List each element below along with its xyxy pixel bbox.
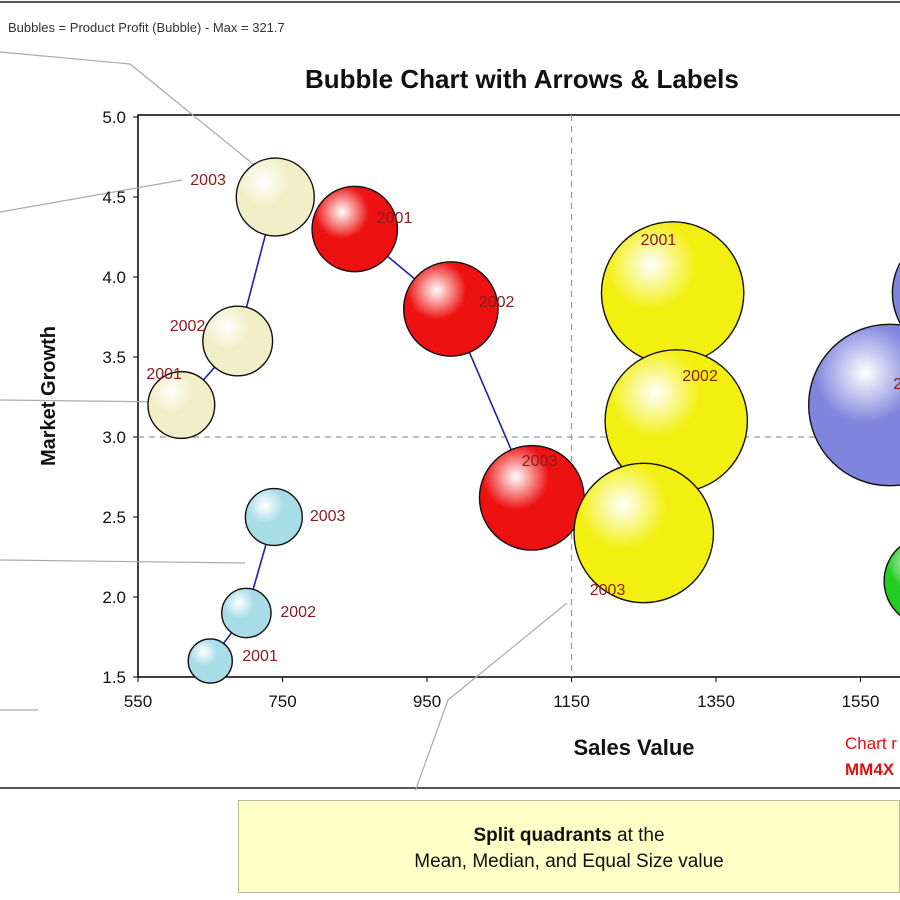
bubble-year-label: 2002 [682, 368, 718, 385]
bubble [187, 638, 233, 684]
bubble [891, 261, 900, 325]
y-tick-label: 3.5 [102, 348, 126, 367]
bubble-year-label: 2002 [479, 294, 515, 311]
chart-title: Bubble Chart with Arrows & Labels [305, 64, 739, 94]
bubble [244, 487, 303, 547]
bubble [311, 185, 399, 273]
bubble-year-label: 2001 [377, 210, 413, 227]
bubble [147, 370, 216, 440]
bubble-year-label: 2002 [280, 604, 316, 621]
x-tick-label: 1150 [553, 692, 590, 711]
x-tick-label: 1350 [697, 692, 735, 711]
x-tick-label: 1550 [842, 692, 880, 711]
callout-line-1: Split quadrants at the [239, 825, 899, 847]
y-tick-label: 3.0 [102, 428, 126, 447]
x-tick-label: 950 [413, 692, 441, 711]
bubble-year-label: 2002 [170, 318, 206, 335]
leader-line-callout [414, 602, 568, 790]
bubble [808, 323, 900, 487]
x-axis-label: Sales Value [573, 735, 694, 760]
bubble-year-label: 2001 [146, 366, 182, 383]
leader-line-header [0, 51, 259, 169]
quadrant-callout-box: Split quadrants at the Mean, Median, and… [238, 800, 900, 893]
callout-line-2: Mean, Median, and Equal Size value [414, 851, 724, 872]
bubble-year-label: 2003 [522, 453, 558, 470]
leader-line-2001-cream [0, 399, 169, 403]
bubble [402, 261, 499, 357]
y-axis-label: Market Growth [38, 326, 60, 466]
callout-rest-text: at the [611, 825, 665, 846]
y-tick-label: 4.5 [102, 188, 126, 207]
bubble-chart: 1.5 2.0 2.5 3.0 3.5 4.0 4.5 5.0 550 750 950 1150 135… [0, 1, 900, 790]
leader-line-light-blue [0, 559, 246, 564]
credit-line-2: MM4X [845, 760, 895, 779]
bubble-year-label: 2003 [310, 508, 346, 525]
bubble-year-label: 2001 [641, 232, 677, 249]
bubble-year-label: 2003 [190, 172, 226, 189]
bubble [235, 157, 315, 237]
leader-lines [0, 51, 568, 790]
bubble-year-label: 2001 [242, 648, 278, 665]
bubble [883, 545, 900, 617]
bubble-year-label: 2002 [893, 376, 900, 393]
bubble [573, 462, 715, 604]
callout-bold-text: Split quadrants [473, 825, 612, 846]
bubble [202, 305, 274, 377]
header-note: Bubbles = Product Profit (Bubble) - Max … [8, 20, 285, 35]
chart-outer-border [0, 1, 900, 789]
y-tick-label: 1.5 [102, 668, 126, 687]
x-tick-label: 750 [268, 692, 296, 711]
credit-line-1: Chart r [845, 734, 897, 753]
y-tick-label: 2.5 [102, 508, 126, 527]
y-tick-label: 2.0 [102, 588, 126, 607]
bubble-year-label: 2003 [590, 582, 626, 599]
bubble [221, 587, 272, 639]
y-tick-label: 4.0 [102, 268, 126, 287]
leader-line-2003-cream [0, 179, 183, 213]
x-tick-label: 550 [124, 692, 152, 711]
y-tick-label: 5.0 [102, 108, 126, 127]
